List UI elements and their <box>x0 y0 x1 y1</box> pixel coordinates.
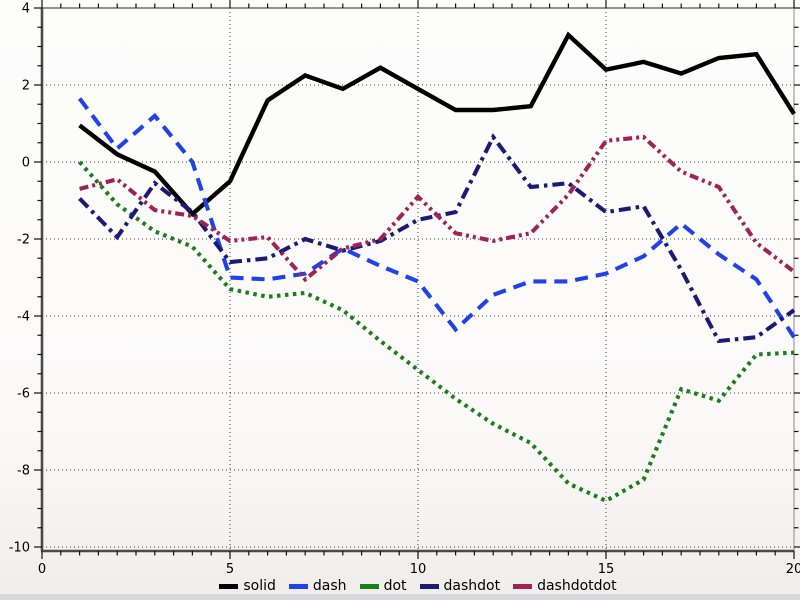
y-tick-label: 0 <box>22 156 30 171</box>
legend-item-dashdot: dashdot <box>419 578 501 594</box>
y-tick-label: -10 <box>9 541 30 556</box>
y-tick-label: -4 <box>17 310 30 325</box>
legend-label: dashdot <box>443 578 501 594</box>
legend-swatch-dash <box>288 583 308 589</box>
y-tick-label: 2 <box>22 79 30 94</box>
legend-label: solid <box>243 578 276 594</box>
legend-swatch-solid <box>219 583 239 589</box>
legend-item-solid: solid <box>219 578 276 594</box>
x-tick-label: 10 <box>410 562 427 577</box>
legend-item-dash: dash <box>288 578 347 594</box>
series-line-solid <box>78 31 796 218</box>
x-tick-label: 15 <box>598 562 615 577</box>
y-tick-label: -8 <box>17 464 30 479</box>
y-tick-label: 4 <box>22 2 30 17</box>
x-tick-label: 0 <box>38 562 46 577</box>
legend-label: dash <box>312 578 347 594</box>
legend-label: dashdotdot <box>537 578 617 594</box>
legend-item-dot: dot <box>359 578 407 594</box>
series-line-dash <box>77 97 796 339</box>
chart-legend: solid dash dot dashdot dashdotdot <box>42 577 794 595</box>
y-tick-label: -2 <box>17 233 30 248</box>
legend-swatch-dashdot <box>419 583 439 589</box>
x-tick-label: 5 <box>226 562 234 577</box>
legend-swatch-dot <box>359 583 379 589</box>
axis-ticks <box>34 0 800 559</box>
legend-label: dot <box>383 578 407 594</box>
series-line-dashdot <box>78 133 796 344</box>
window-bottom-edge <box>0 594 800 600</box>
series-line-dashdotdot <box>79 134 796 283</box>
x-tick-label: 20 <box>786 562 800 577</box>
y-tick-label: -6 <box>17 387 30 402</box>
legend-swatch-dashdotdot <box>513 583 533 589</box>
legend-item-dashdotdot: dashdotdot <box>513 578 617 594</box>
series-lines <box>77 31 796 504</box>
series-line-dot <box>78 160 795 504</box>
